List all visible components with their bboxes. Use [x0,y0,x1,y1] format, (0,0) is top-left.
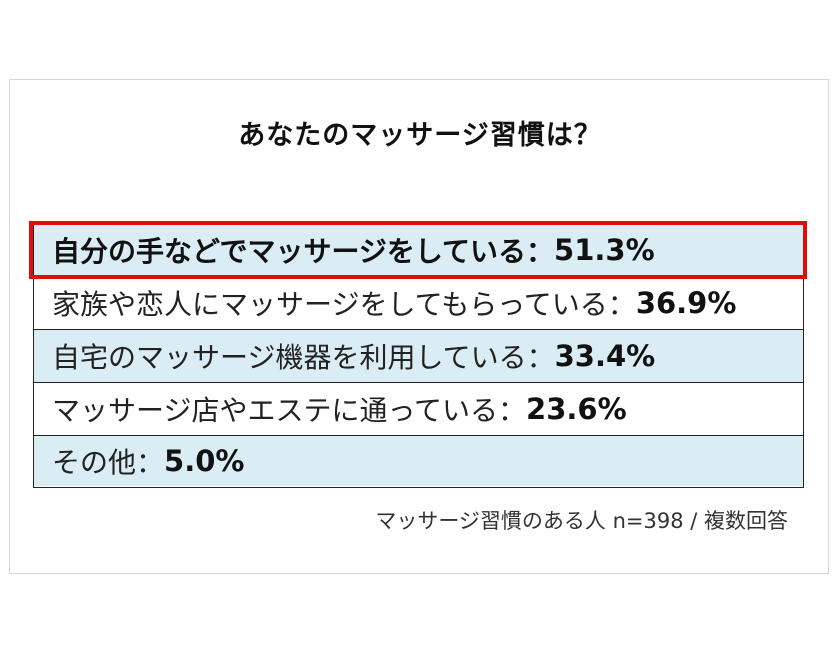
table-row: 自分の手などでマッサージをしている： 51.3% [34,223,803,276]
row-label: 自宅のマッサージ機器を利用している： [52,341,555,374]
table-row: マッサージ店やエステに通っている： 23.6% [34,382,803,435]
chart-title: あなたのマッサージ習慣は？ [238,120,602,151]
table-row: 家族や恋人にマッサージをしてもらっている： 36.9% [34,276,803,329]
results-table: 自分の手などでマッサージをしている： 51.3% 家族や恋人にマッサージをしてもら… [33,222,804,488]
row-label: 自分の手などでマッサージをしている： [52,234,555,268]
row-label: マッサージ店やエステに通っている： [52,394,527,427]
row-label: その他： [52,446,165,479]
table-row: その他： 5.0% [34,435,803,486]
sample-note: マッサージ習慣のある人 n=398 / 複数回答 [375,509,788,533]
table-row: 自宅のマッサージ機器を利用している： 33.4% [34,329,803,382]
row-value: 36.9% [635,286,737,320]
row-value: 5.0% [164,444,245,478]
row-value: 23.6% [526,392,627,426]
row-value: 33.4% [554,339,656,373]
row-label: 家族や恋人にマッサージをしてもらっている： [52,288,636,321]
row-value: 51.3% [554,232,655,267]
